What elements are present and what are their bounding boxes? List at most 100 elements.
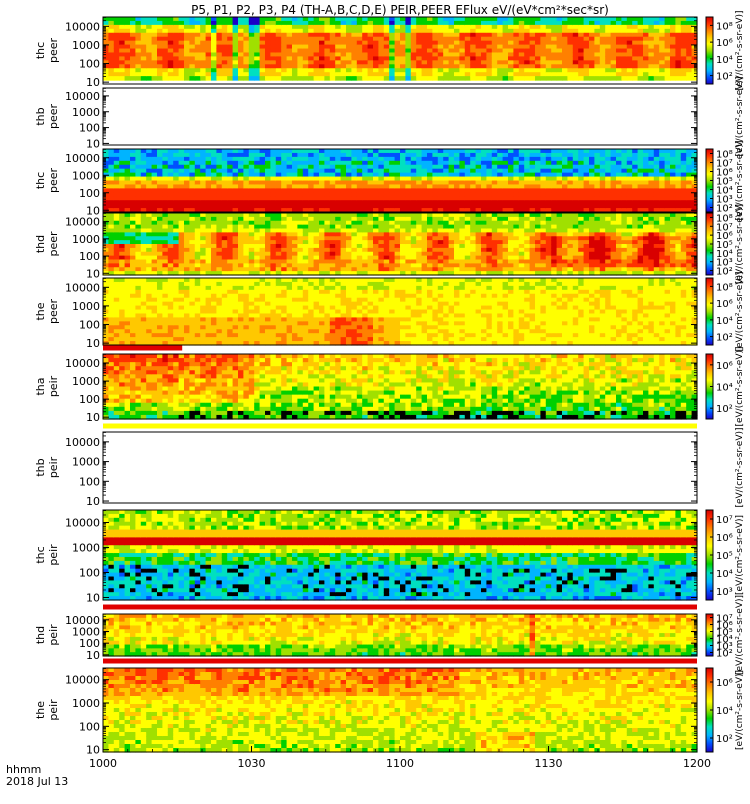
heatmap-cell: [119, 196, 125, 201]
heatmap-cell: [411, 236, 417, 240]
heatmap-cell: [373, 181, 379, 186]
heatmap-cell: [135, 260, 141, 264]
heatmap-cell: [416, 49, 422, 54]
heatmap-cell: [513, 157, 519, 162]
heatmap-cell: [297, 165, 303, 170]
heatmap-cell: [519, 181, 525, 186]
heatmap-cell: [346, 41, 352, 46]
heatmap-cell: [249, 173, 255, 178]
heatmap-cell: [206, 240, 212, 244]
heatmap-cell: [200, 200, 206, 205]
heatmap-cell: [346, 244, 352, 248]
heatmap-cell: [146, 17, 152, 22]
heatmap-cell: [351, 169, 357, 174]
heatmap-cell: [292, 41, 298, 46]
heatmap-cell: [497, 221, 503, 225]
heatmap-cell: [135, 217, 141, 221]
heatmap-cell: [395, 33, 401, 38]
heatmap-cell: [562, 181, 568, 186]
heatmap-cell: [513, 64, 519, 69]
heatmap-cell: [605, 188, 611, 193]
heatmap-cell: [519, 21, 525, 26]
heatmap-cell: [643, 21, 649, 26]
heatmap-cell: [638, 33, 644, 38]
heatmap-cell: [357, 52, 363, 57]
heatmap-cell: [303, 204, 309, 209]
heatmap-cell: [476, 267, 482, 271]
heatmap-cell: [130, 260, 136, 264]
heatmap-cell: [130, 25, 136, 30]
heatmap-cell: [546, 184, 552, 189]
heatmap-cell: [454, 33, 460, 38]
heatmap-cell: [454, 153, 460, 158]
heatmap-cell: [265, 232, 271, 236]
heatmap-cell: [443, 263, 449, 267]
heatmap-cell: [216, 29, 222, 34]
heatmap-cell: [616, 192, 622, 197]
heatmap-cell: [195, 49, 201, 54]
heatmap-cell: [508, 200, 514, 205]
heatmap-cell: [427, 60, 433, 65]
heatmap-cell: [141, 225, 147, 229]
heatmap-cell: [405, 248, 411, 252]
heatmap-cell: [470, 184, 476, 189]
heatmap-cell: [621, 153, 627, 158]
heatmap-cell: [659, 184, 665, 189]
heatmap-cell: [135, 25, 141, 30]
heatmap-cell: [206, 196, 212, 201]
heatmap-cell: [179, 37, 185, 42]
heatmap-cell: [206, 49, 212, 54]
heatmap-cell: [152, 17, 158, 22]
heatmap-cell: [189, 252, 195, 256]
heatmap-cell: [503, 252, 509, 256]
heatmap-cell: [157, 217, 163, 221]
heatmap-cell: [243, 244, 249, 248]
heatmap-cell: [125, 29, 131, 34]
heatmap-cell: [357, 165, 363, 170]
heatmap-cell: [152, 217, 158, 221]
heatmap-cell: [314, 236, 320, 240]
heatmap-cell: [297, 256, 303, 260]
heatmap-cell: [254, 60, 260, 65]
heatmap-cell: [508, 29, 514, 34]
heatmap-cell: [470, 56, 476, 61]
heatmap-cell: [195, 200, 201, 205]
heatmap-cell: [616, 165, 622, 170]
heatmap-cell: [470, 260, 476, 264]
heatmap-cell: [573, 56, 579, 61]
heatmap-cell: [200, 17, 206, 22]
y-tick-label: 10000: [65, 20, 100, 33]
heatmap-cell: [562, 49, 568, 54]
heatmap-cell: [627, 68, 633, 73]
heatmap-cell: [260, 173, 266, 178]
heatmap-cell: [535, 41, 541, 46]
heatmap-cell: [459, 45, 465, 50]
heatmap-cell: [184, 232, 190, 236]
heatmap-cell: [449, 56, 455, 61]
heatmap-cell: [557, 181, 563, 186]
heatmap-cell: [184, 260, 190, 264]
heatmap-cell: [470, 236, 476, 240]
heatmap-cell: [270, 221, 276, 225]
heatmap-cell: [578, 21, 584, 26]
heatmap-cell: [249, 188, 255, 193]
heatmap-cell: [254, 188, 260, 193]
heatmap-cell: [314, 49, 320, 54]
heatmap-cell: [141, 267, 147, 271]
heatmap-cell: [486, 25, 492, 30]
heatmap-cell: [314, 217, 320, 221]
heatmap-cell: [670, 72, 676, 77]
heatmap-cell: [594, 165, 600, 170]
heatmap-cell: [238, 33, 244, 38]
heatmap-cell: [351, 232, 357, 236]
heatmap-cell: [573, 161, 579, 166]
heatmap-cell: [314, 149, 320, 154]
heatmap-cell: [168, 37, 174, 42]
heatmap-cell: [389, 232, 395, 236]
heatmap-cell: [378, 213, 384, 217]
heatmap-cell: [584, 56, 590, 61]
heatmap-cell: [632, 204, 638, 209]
heatmap-cell: [222, 196, 228, 201]
heatmap-cell: [346, 165, 352, 170]
heatmap-cell: [233, 240, 239, 244]
